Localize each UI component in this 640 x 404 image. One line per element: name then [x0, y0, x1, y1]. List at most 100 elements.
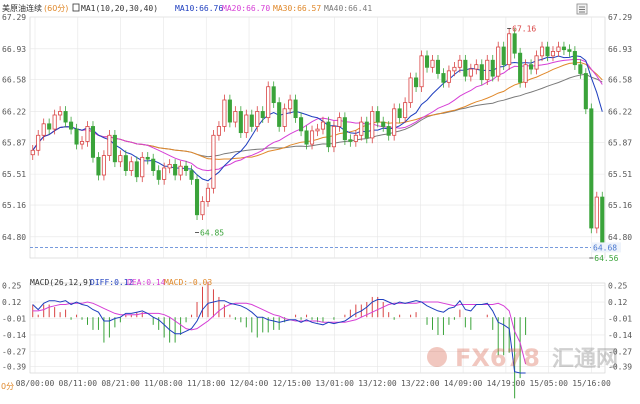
- candle-up: [129, 161, 134, 172]
- macd-frame: [29, 282, 606, 374]
- macd-header: MACD(26,12,9) DIFF:0.12 DEA:0.14 MACD:-0…: [30, 278, 212, 287]
- macd-tick-left: -0.39: [2, 363, 26, 372]
- x-tick-label: 14/19:00: [487, 379, 526, 388]
- price-tick-left: 66.22: [2, 107, 26, 116]
- candle-down: [424, 55, 430, 68]
- candle-down: [74, 128, 79, 145]
- macd-tick-left: 0.25: [2, 282, 21, 291]
- price-tick-right: 65.16: [608, 201, 632, 210]
- candle-down: [529, 64, 534, 70]
- macd-tick-right: -0.14: [608, 331, 632, 340]
- dea-label: DEA:0.14: [127, 278, 166, 287]
- x-tick-label: 11/18:00: [187, 379, 226, 388]
- candle-down: [112, 134, 117, 163]
- period-marker: 0分: [1, 382, 14, 391]
- candle-down: [501, 46, 506, 66]
- price-tick-left: 66.58: [2, 76, 26, 85]
- price-tick-left: 65.16: [2, 201, 26, 210]
- candle-down: [63, 111, 68, 123]
- candle-up: [288, 99, 293, 110]
- candle-up: [496, 46, 501, 77]
- candle-down: [123, 155, 128, 172]
- candle-up: [162, 167, 167, 180]
- candle-up: [200, 201, 205, 216]
- price-tick-right: 64.80: [608, 233, 632, 242]
- candle-down: [184, 165, 189, 172]
- ma-toggle-icon[interactable]: [72, 3, 80, 12]
- candle-up: [178, 165, 183, 176]
- candle-down: [134, 161, 139, 178]
- price-tick-right: 66.93: [608, 45, 632, 54]
- candle-up: [233, 111, 238, 123]
- candle-up: [392, 108, 397, 136]
- candle-down: [381, 121, 386, 127]
- candle-down: [277, 102, 282, 127]
- candle-down: [90, 126, 96, 158]
- ma30-label: MA30:66.57: [273, 4, 321, 13]
- macd-tick-right: 0.12: [608, 298, 627, 307]
- candle-up: [353, 134, 358, 142]
- instrument-title: 美原油连续: [2, 3, 42, 13]
- dea-line: [32, 301, 527, 365]
- candle-up: [539, 46, 545, 57]
- candle-down: [299, 117, 304, 132]
- ma40-label: MA40:66.41: [324, 4, 372, 13]
- candle-down: [572, 51, 577, 66]
- candle-up: [419, 55, 424, 88]
- x-tick-label: 08/21:00: [101, 379, 140, 388]
- candle-up: [205, 187, 211, 202]
- price-tick-left: 64.80: [2, 233, 26, 242]
- candle-down: [151, 158, 156, 172]
- candle-up: [337, 117, 342, 127]
- candle-down: [479, 64, 484, 81]
- macd-tick-left: -0.27: [2, 347, 26, 356]
- candle-up: [359, 121, 364, 136]
- candle-up: [244, 114, 249, 134]
- price-tick-left: 65.51: [2, 170, 26, 179]
- candle-down: [397, 108, 402, 119]
- watermark-sub: 汇通网: [552, 347, 618, 372]
- candle-up: [594, 196, 599, 229]
- candle-down: [189, 170, 194, 180]
- x-tick-label: 13/01:00: [315, 379, 354, 388]
- candle-up: [507, 33, 512, 66]
- candle-down: [69, 121, 74, 130]
- annotation-label: 64.85: [200, 228, 224, 237]
- price-tick-left: 65.87: [2, 138, 26, 147]
- candle-up: [408, 77, 413, 104]
- candle-down: [561, 46, 566, 51]
- candle-up: [452, 66, 457, 72]
- candle-up: [468, 68, 473, 77]
- settings-icon[interactable]: [576, 3, 588, 15]
- price-tick-left: 66.93: [2, 45, 26, 54]
- candle-down: [364, 121, 369, 139]
- candle-up: [222, 99, 227, 127]
- candle-down: [589, 108, 594, 229]
- price-tick-right: 67.29: [608, 13, 632, 22]
- candle-up: [211, 134, 216, 189]
- candle-down: [441, 73, 446, 83]
- plot-layer: 67.29 67.29 66.93 66.93 66.58 66.58 66.22 66.22…: [2, 13, 632, 399]
- candle-up: [320, 121, 326, 130]
- candle-up: [309, 130, 315, 145]
- candle-up: [255, 111, 260, 127]
- candle-up: [457, 59, 462, 68]
- macd-value-label: MACD:-0.03: [164, 278, 212, 287]
- candle-down: [47, 123, 52, 130]
- candle-down: [173, 164, 178, 176]
- ma10-line: [32, 55, 603, 182]
- candle-down: [600, 196, 605, 247]
- candle-down: [463, 59, 468, 77]
- ma-prefix: MA1(10,20,30,40): [81, 4, 158, 13]
- candle-down: [271, 86, 276, 104]
- candle-down: [414, 77, 419, 88]
- macd-tick-right: -0.39: [608, 363, 632, 372]
- diff-label: DIFF:0.12: [90, 278, 134, 287]
- candle-down: [293, 99, 298, 119]
- candle-down: [578, 64, 583, 74]
- price-tick-right: 66.58: [608, 76, 632, 85]
- candle-down: [249, 114, 254, 127]
- last-price-label: 64.68: [593, 243, 617, 252]
- candle-down: [375, 111, 380, 123]
